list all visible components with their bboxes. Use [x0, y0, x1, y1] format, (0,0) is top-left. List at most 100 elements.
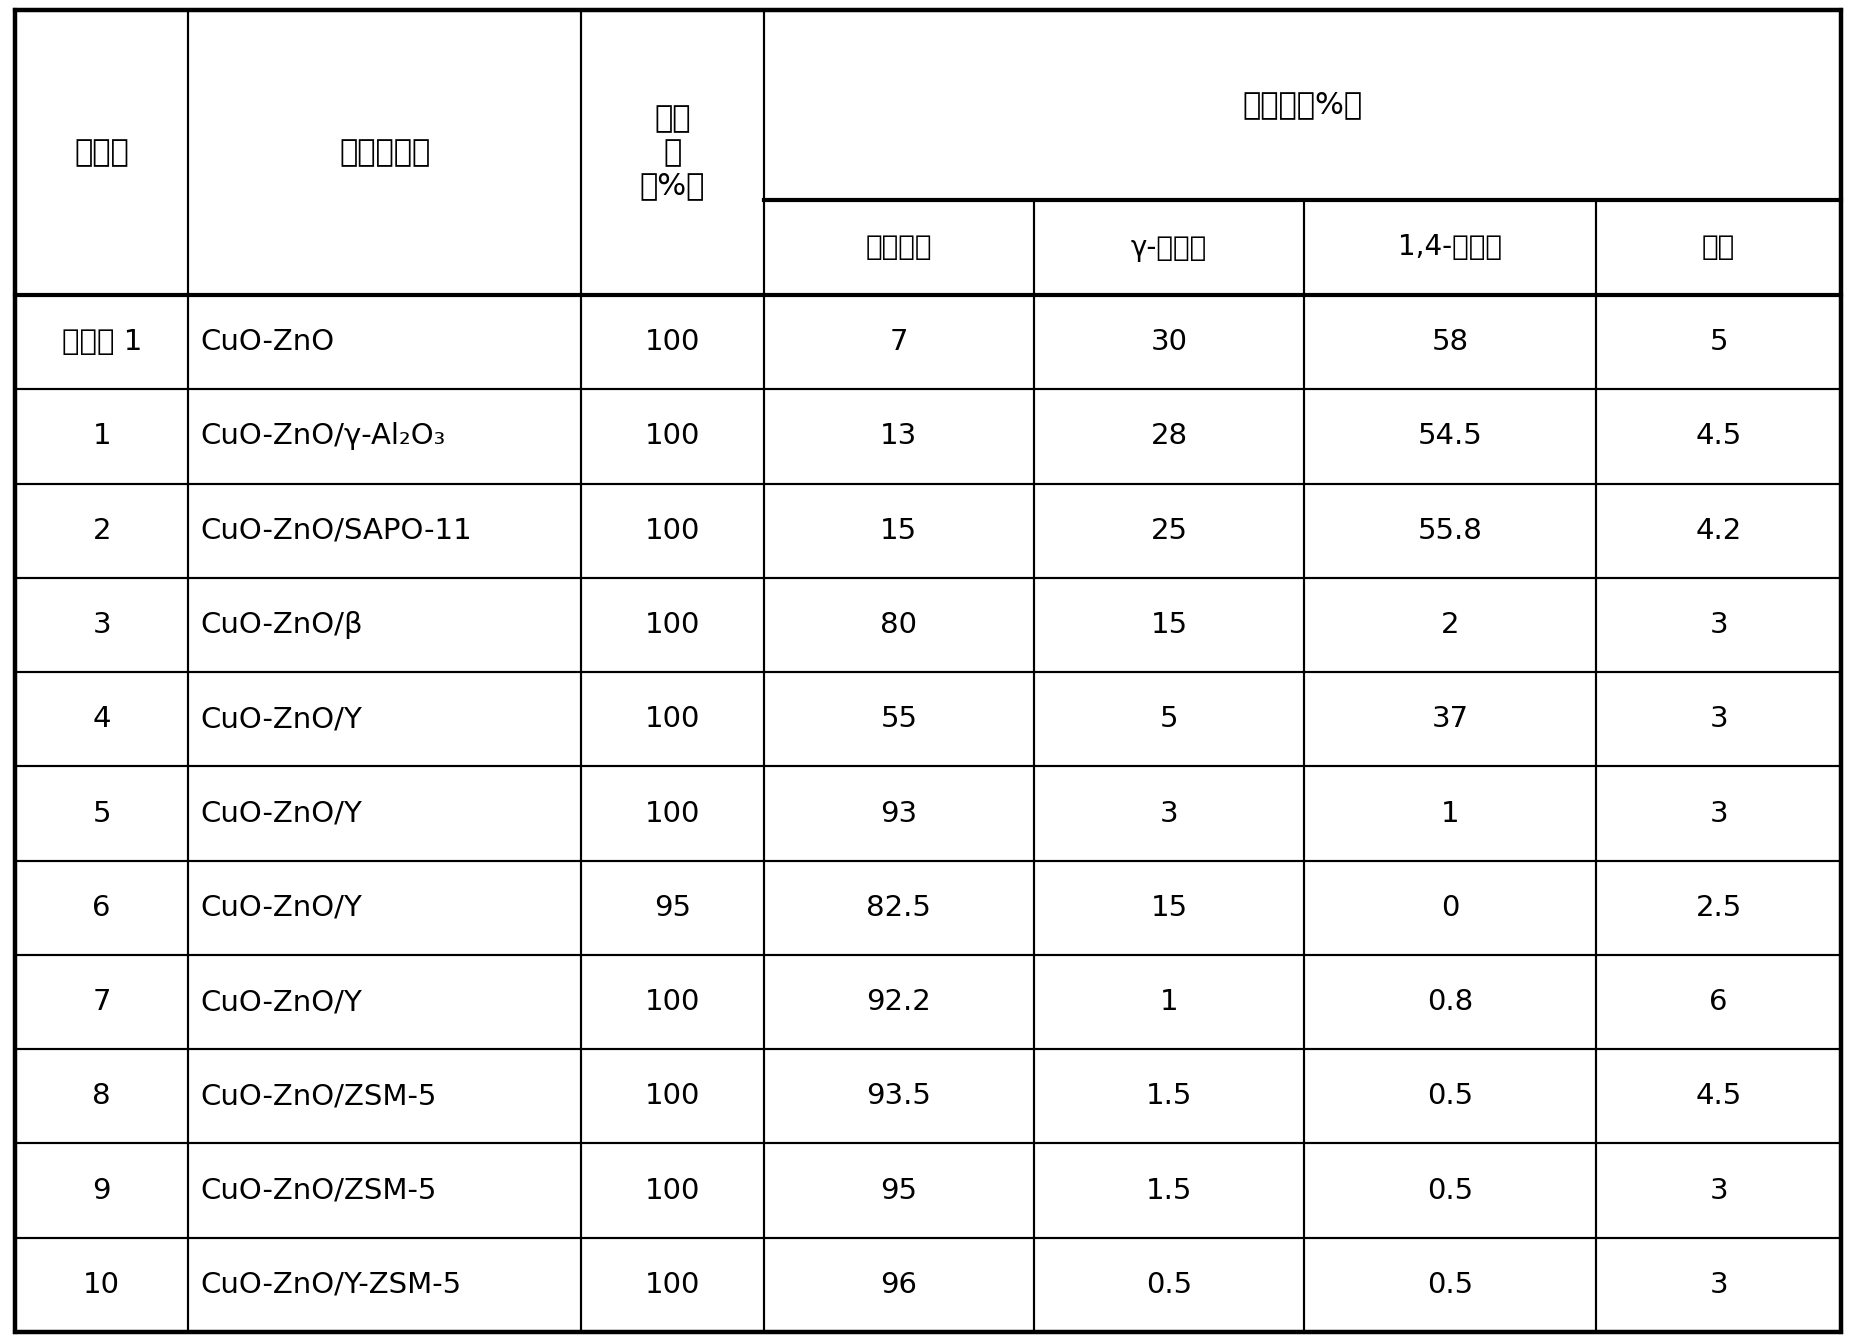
- Bar: [15, 956, 189, 1049]
- Text: 15: 15: [1150, 611, 1187, 639]
- Text: 93: 93: [879, 800, 916, 828]
- Text: 0: 0: [1439, 894, 1458, 922]
- Bar: [1033, 860, 1304, 956]
- Bar: [1033, 1143, 1304, 1237]
- Text: CuO-ZnO/Y: CuO-ZnO/Y: [200, 706, 362, 733]
- Bar: [1304, 1049, 1595, 1143]
- Bar: [1304, 860, 1595, 956]
- Text: 95: 95: [879, 1177, 916, 1205]
- Text: 4.2: 4.2: [1695, 517, 1740, 545]
- Text: 3: 3: [1708, 1177, 1727, 1205]
- Text: 100: 100: [644, 517, 699, 545]
- Bar: [1595, 1143, 1840, 1237]
- Text: 3: 3: [1708, 611, 1727, 639]
- Bar: [762, 1049, 1033, 1143]
- Text: 37: 37: [1430, 706, 1467, 733]
- Text: 82.5: 82.5: [866, 894, 931, 922]
- Text: 100: 100: [644, 1271, 699, 1299]
- Bar: [15, 578, 189, 672]
- Text: 3: 3: [1708, 706, 1727, 733]
- Bar: [189, 295, 581, 389]
- Bar: [762, 956, 1033, 1049]
- Bar: [581, 956, 762, 1049]
- Text: 1,4-丁二醇: 1,4-丁二醇: [1397, 234, 1501, 262]
- Text: 0.5: 0.5: [1426, 1271, 1473, 1299]
- Text: CuO-ZnO/SAPO-11: CuO-ZnO/SAPO-11: [200, 517, 471, 545]
- Bar: [1033, 389, 1304, 483]
- Text: CuO-ZnO/Y-ZSM-5: CuO-ZnO/Y-ZSM-5: [200, 1271, 462, 1299]
- Text: 1: 1: [1159, 988, 1178, 1016]
- Bar: [1595, 200, 1840, 295]
- Text: CuO-ZnO/γ-Al₂O₃: CuO-ZnO/γ-Al₂O₃: [200, 423, 445, 451]
- Text: CuO-ZnO: CuO-ZnO: [200, 329, 334, 356]
- Bar: [1595, 389, 1840, 483]
- Text: CuO-ZnO/ZSM-5: CuO-ZnO/ZSM-5: [200, 1177, 436, 1205]
- Bar: [1033, 766, 1304, 860]
- Bar: [1033, 1049, 1304, 1143]
- Bar: [1595, 295, 1840, 389]
- Bar: [1033, 483, 1304, 578]
- Text: 80: 80: [879, 611, 916, 639]
- Bar: [189, 1237, 581, 1333]
- Text: 3: 3: [93, 611, 111, 639]
- Bar: [762, 1237, 1033, 1333]
- Text: 6: 6: [93, 894, 111, 922]
- Bar: [762, 295, 1033, 389]
- Bar: [189, 956, 581, 1049]
- Bar: [189, 672, 581, 766]
- Bar: [1595, 860, 1840, 956]
- Bar: [581, 1049, 762, 1143]
- Bar: [15, 672, 189, 766]
- Bar: [1595, 956, 1840, 1049]
- Text: 55: 55: [879, 706, 916, 733]
- Bar: [581, 9, 762, 295]
- Bar: [581, 578, 762, 672]
- Text: 四氢吶喂: 四氢吶喂: [864, 234, 931, 262]
- Text: 其他: 其他: [1701, 234, 1734, 262]
- Text: 0.5: 0.5: [1145, 1271, 1191, 1299]
- Bar: [581, 389, 762, 483]
- Text: 30: 30: [1150, 329, 1187, 356]
- Bar: [762, 766, 1033, 860]
- Bar: [581, 295, 762, 389]
- Bar: [15, 766, 189, 860]
- Bar: [189, 9, 581, 295]
- Text: 1: 1: [1439, 800, 1458, 828]
- Text: 100: 100: [644, 1082, 699, 1110]
- Text: 转化
率
（%）: 转化 率 （%）: [640, 105, 705, 200]
- Text: 28: 28: [1150, 423, 1187, 451]
- Text: 100: 100: [644, 329, 699, 356]
- Text: 100: 100: [644, 423, 699, 451]
- Bar: [189, 389, 581, 483]
- Text: 4.5: 4.5: [1695, 423, 1740, 451]
- Bar: [1595, 766, 1840, 860]
- Bar: [1304, 1237, 1595, 1333]
- Text: 7: 7: [93, 988, 111, 1016]
- Text: 1: 1: [93, 423, 111, 451]
- Bar: [1033, 295, 1304, 389]
- Text: 92.2: 92.2: [866, 988, 931, 1016]
- Bar: [15, 860, 189, 956]
- Bar: [1304, 389, 1595, 483]
- Bar: [189, 860, 581, 956]
- Text: CuO-ZnO/ZSM-5: CuO-ZnO/ZSM-5: [200, 1082, 436, 1110]
- Bar: [581, 766, 762, 860]
- Bar: [581, 860, 762, 956]
- Text: CuO-ZnO/β: CuO-ZnO/β: [200, 611, 364, 639]
- Bar: [1304, 483, 1595, 578]
- Text: 3: 3: [1708, 1271, 1727, 1299]
- Bar: [189, 1049, 581, 1143]
- Bar: [15, 1049, 189, 1143]
- Text: 5: 5: [1159, 706, 1178, 733]
- Bar: [1595, 1237, 1840, 1333]
- Text: 催化剂组成: 催化剂组成: [339, 138, 430, 166]
- Text: 58: 58: [1430, 329, 1467, 356]
- Bar: [1304, 766, 1595, 860]
- Text: CuO-ZnO/Y: CuO-ZnO/Y: [200, 988, 362, 1016]
- Bar: [762, 9, 1840, 200]
- Bar: [15, 1237, 189, 1333]
- Bar: [1304, 295, 1595, 389]
- Text: 93.5: 93.5: [866, 1082, 931, 1110]
- Text: 100: 100: [644, 706, 699, 733]
- Bar: [189, 483, 581, 578]
